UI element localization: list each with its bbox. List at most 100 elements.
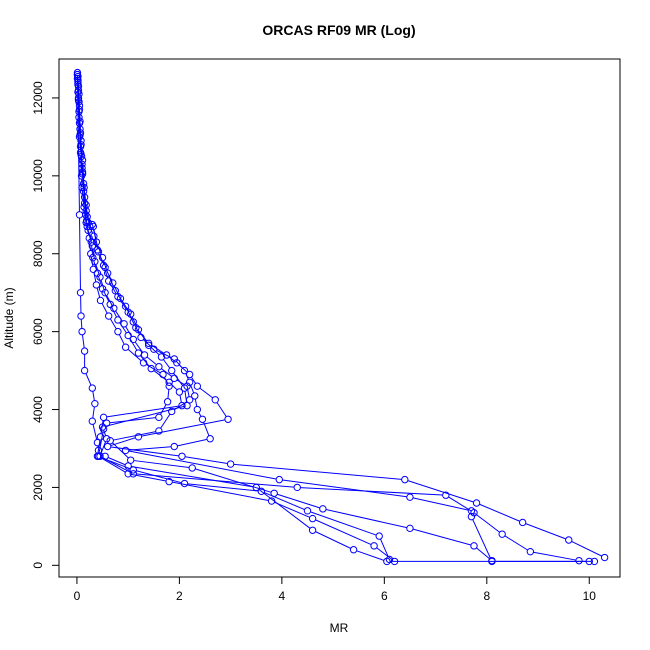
series-segment bbox=[300, 487, 443, 496]
data-point bbox=[78, 327, 86, 336]
series-segment bbox=[153, 370, 167, 381]
data-point bbox=[188, 464, 196, 472]
data-point bbox=[77, 312, 85, 320]
series-segment bbox=[79, 126, 81, 144]
data-point bbox=[129, 470, 137, 478]
series-segment bbox=[109, 318, 117, 330]
data-point bbox=[80, 347, 89, 355]
y-tick-label: 6000 bbox=[31, 318, 45, 345]
data-point bbox=[180, 366, 189, 375]
data-point bbox=[206, 435, 214, 443]
data-point bbox=[92, 238, 101, 246]
series-layer bbox=[73, 68, 609, 566]
y-axis: 0 2000 4000 6000 8000 10000 12000 bbox=[31, 81, 60, 569]
series-segment bbox=[106, 295, 113, 306]
series-segment bbox=[131, 316, 138, 328]
data-point bbox=[565, 536, 573, 544]
data-point bbox=[252, 483, 260, 492]
series-segment bbox=[103, 260, 108, 271]
chart-title: ORCAS RF09 MR (Log) bbox=[262, 22, 415, 38]
series-segment bbox=[106, 405, 179, 418]
data-point bbox=[498, 530, 506, 538]
data-point bbox=[98, 423, 107, 431]
data-point bbox=[94, 446, 103, 455]
series-segment bbox=[100, 279, 105, 290]
series-segment bbox=[111, 307, 117, 318]
data-point bbox=[89, 222, 98, 231]
series-segment bbox=[92, 249, 95, 259]
series-segment bbox=[173, 372, 184, 386]
series-segment bbox=[162, 359, 171, 369]
data-point bbox=[163, 398, 172, 406]
y-axis-label: Altitude (m) bbox=[2, 287, 16, 348]
data-point bbox=[162, 351, 171, 359]
series-segment bbox=[476, 547, 490, 559]
data-point bbox=[470, 542, 478, 550]
series-segment bbox=[187, 389, 190, 397]
series-segment bbox=[190, 385, 195, 394]
series-5 bbox=[73, 74, 583, 565]
data-point bbox=[165, 378, 173, 386]
series-segment bbox=[128, 450, 277, 480]
data-point bbox=[129, 335, 137, 344]
series-segment bbox=[80, 155, 82, 173]
series-segment bbox=[92, 406, 95, 419]
y-tick-label: 12000 bbox=[31, 81, 45, 115]
series-6 bbox=[74, 80, 593, 566]
data-point bbox=[76, 288, 85, 297]
data-point bbox=[124, 462, 132, 470]
y-tick-label: 2000 bbox=[31, 474, 45, 501]
series-segment bbox=[92, 424, 98, 440]
data-point bbox=[165, 477, 173, 486]
data-point bbox=[178, 452, 186, 460]
series-segment bbox=[167, 389, 170, 399]
series-segment bbox=[136, 470, 182, 484]
data-point bbox=[76, 142, 85, 151]
series-segment bbox=[412, 497, 469, 511]
data-point bbox=[92, 281, 101, 289]
data-point bbox=[442, 491, 450, 499]
series-segment bbox=[525, 523, 566, 540]
series-segment bbox=[90, 229, 94, 234]
data-point bbox=[224, 415, 232, 423]
data-point bbox=[600, 553, 609, 562]
data-point bbox=[575, 556, 583, 565]
series-segment bbox=[156, 350, 172, 358]
series-segment bbox=[407, 480, 474, 503]
data-point bbox=[74, 96, 83, 104]
x-axis: 0 2 4 6 8 10 bbox=[74, 576, 596, 603]
series-segment bbox=[106, 270, 112, 281]
series-segment bbox=[380, 538, 389, 557]
data-point bbox=[127, 310, 135, 318]
data-point bbox=[270, 489, 278, 497]
data-point bbox=[168, 366, 176, 375]
data-point bbox=[93, 438, 102, 447]
data-point bbox=[275, 475, 284, 484]
series-segment bbox=[356, 550, 385, 561]
series-segment bbox=[448, 496, 472, 512]
data-point bbox=[180, 384, 189, 392]
series-segment bbox=[128, 446, 172, 451]
data-point bbox=[96, 273, 104, 281]
series-segment bbox=[473, 512, 500, 533]
series-segment bbox=[472, 519, 492, 559]
data-point bbox=[94, 248, 103, 256]
data-point bbox=[116, 294, 125, 303]
series-segment bbox=[134, 341, 144, 353]
data-point bbox=[150, 345, 158, 353]
series-segment bbox=[176, 360, 183, 369]
series-segment bbox=[310, 511, 377, 536]
series-2 bbox=[74, 72, 394, 564]
data-point bbox=[472, 499, 481, 507]
y-tick-label: 10000 bbox=[31, 159, 45, 193]
data-point bbox=[175, 388, 184, 396]
series-segment bbox=[93, 229, 99, 249]
series-segment bbox=[79, 217, 81, 290]
series-segment bbox=[81, 190, 85, 204]
data-point bbox=[467, 512, 476, 521]
data-point bbox=[99, 413, 108, 422]
series-segment bbox=[83, 186, 87, 202]
data-point bbox=[257, 487, 266, 496]
series-segment bbox=[92, 391, 95, 401]
data-point bbox=[144, 341, 153, 349]
